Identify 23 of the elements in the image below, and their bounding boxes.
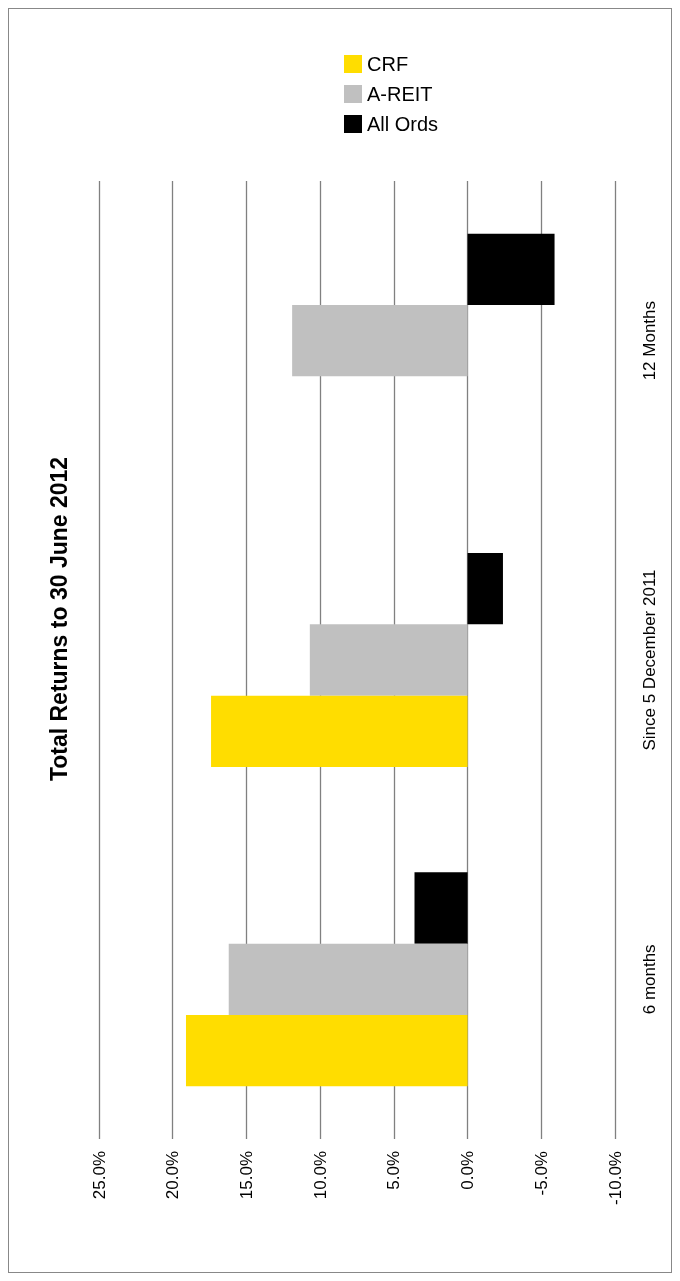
legend-label: CRF (367, 53, 409, 75)
x-tick-label: 20.0% (163, 1151, 183, 1200)
x-tick-label: 0.0% (458, 1151, 478, 1190)
legend-label: All Ords (367, 113, 439, 135)
y-tick-label: Since 5 December 2011 (640, 569, 659, 751)
legend-label: A-REIT (367, 83, 433, 105)
text: Total Returns to 30 June 2012 (46, 456, 72, 782)
x-tick-label: -10.0% (605, 1151, 625, 1205)
bar (467, 233, 555, 306)
x-tick-label: 15.0% (236, 1151, 256, 1200)
x-tick-label: -5.0% (531, 1151, 551, 1196)
x-tick-label: 5.0% (384, 1151, 404, 1190)
bar (211, 695, 468, 767)
y-tick-label: 12 Months (640, 300, 659, 381)
bar (185, 1014, 468, 1087)
y-tick-label: 6 months (640, 944, 659, 1015)
bar (228, 943, 468, 1015)
x-tick-label: 10.0% (310, 1151, 330, 1200)
bar (414, 872, 468, 944)
bar (292, 305, 468, 377)
bar (309, 624, 468, 696)
x-tick-label: 25.0% (89, 1151, 109, 1200)
bar (467, 553, 503, 625)
